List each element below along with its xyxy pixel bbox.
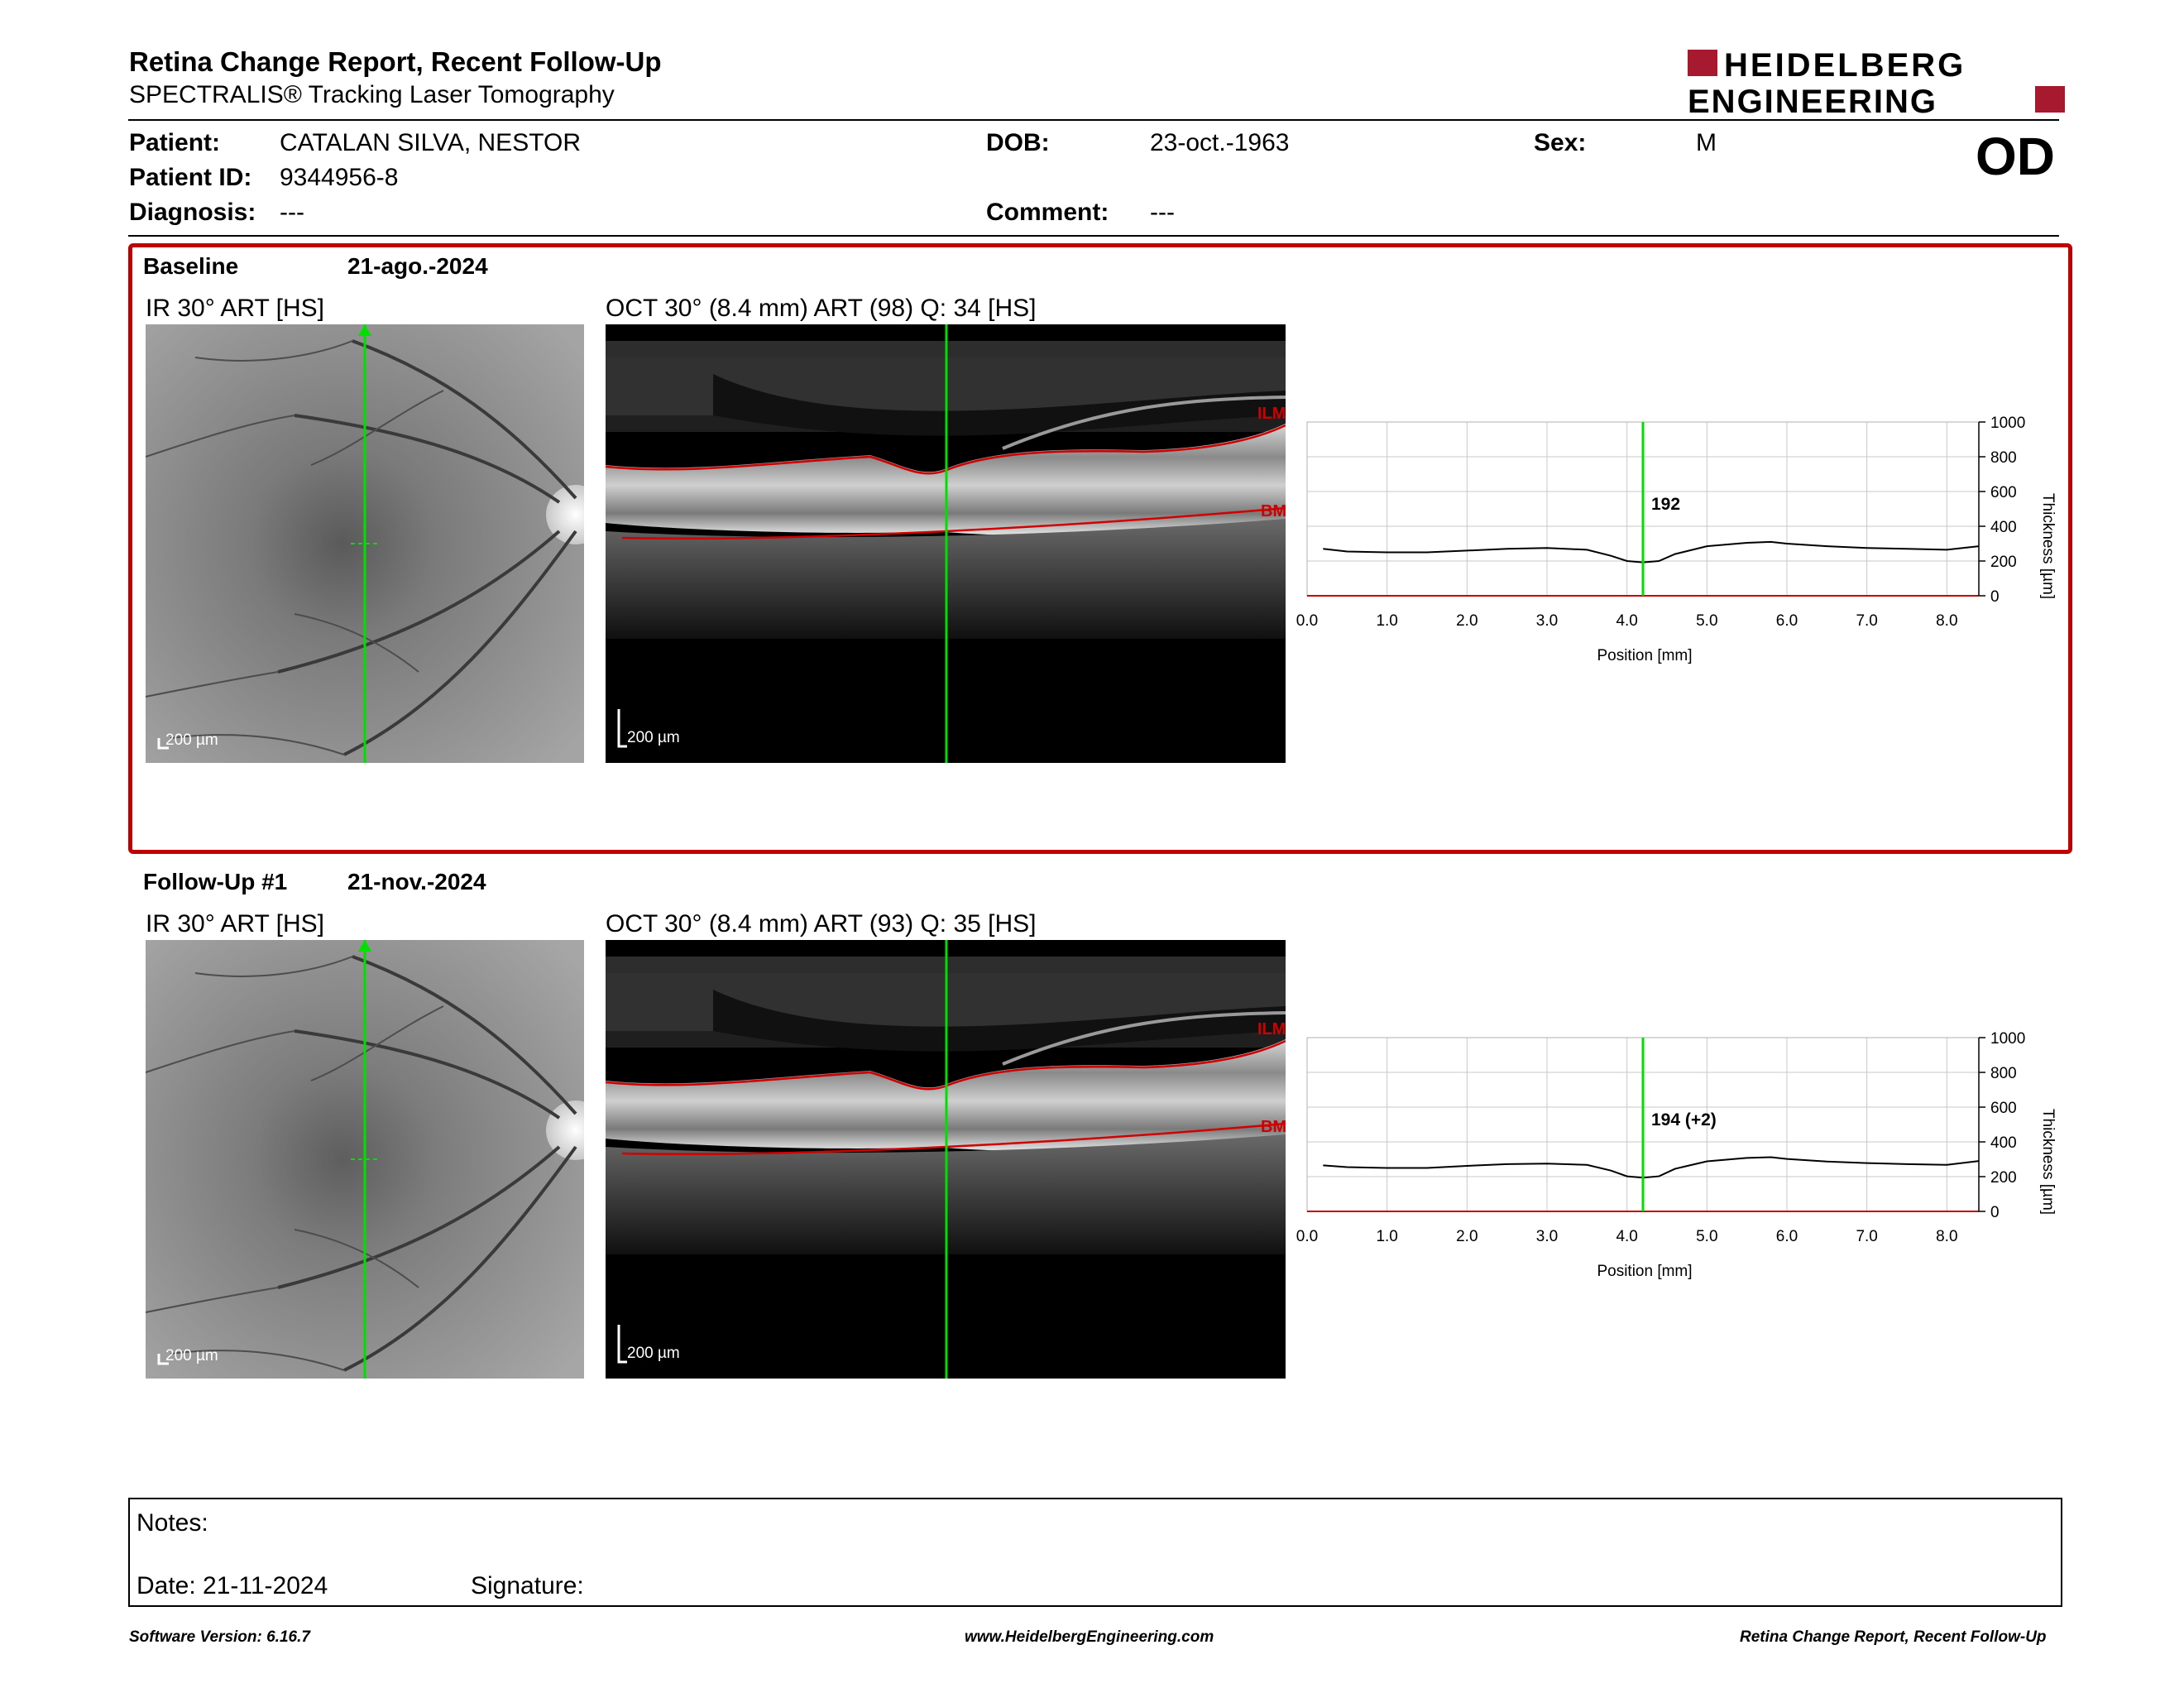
x-tick-label: 0.0 <box>1296 1228 1318 1245</box>
oct-bscan-image[interactable]: ILM BM 200 µm <box>606 940 1286 1379</box>
scale-bar-icon <box>157 738 169 750</box>
bm-segmentation-line <box>621 506 1286 539</box>
x-tick-label: 5.0 <box>1696 612 1717 630</box>
ir-image-title: IR 30° ART [HS] <box>146 910 324 938</box>
exam-date-followup: 21-nov.-2024 <box>347 869 486 894</box>
x-tick-label: 3.0 <box>1536 612 1558 630</box>
oct-image-title: OCT 30° (8.4 mm) ART (98) Q: 34 [HS] <box>606 295 1037 322</box>
x-tick-label: 4.0 <box>1616 1228 1637 1245</box>
x-tick-label: 4.0 <box>1616 612 1637 630</box>
y-tick-label: 1000 <box>1990 1030 2025 1048</box>
x-tick-label: 6.0 <box>1776 1228 1798 1245</box>
notes-box[interactable]: Notes: Date: 21-11-2024 Signature: <box>128 1498 2062 1607</box>
thickness-profile-chart-followup: 0.0 1.0 2.0 3.0 4.0 5.0 6.0 7.0 8.0 0 200 400 600 80… <box>1296 1030 2057 1280</box>
dob-value: 23-oct.-1963 <box>1150 129 1290 156</box>
thickness-profile-line <box>1323 540 1980 563</box>
scale-bar-icon <box>157 1354 169 1365</box>
thickness-profile-chart-baseline: 0.0 1.0 2.0 3.0 4.0 5.0 6.0 7.0 8.0 0 200 400 600 80… <box>1296 415 2057 664</box>
svg-text:ILM: ILM <box>1257 405 1286 423</box>
y-tick-label: 400 <box>1990 1134 2017 1152</box>
exam-label-baseline: Baseline <box>143 253 239 279</box>
svg-text:BM: BM <box>1261 502 1286 520</box>
thickness-marker-label: 192 <box>1651 495 1680 514</box>
x-tick-label: 2.0 <box>1456 612 1478 630</box>
dob-label: DOB: <box>986 129 1050 156</box>
x-tick-label: 7.0 <box>1856 1228 1877 1245</box>
signature-label: Signature: <box>471 1572 584 1599</box>
svg-text:200 µm: 200 µm <box>165 1347 218 1364</box>
comment-value: --- <box>1150 199 1175 226</box>
notes-label: Notes: <box>136 1509 208 1537</box>
svg-text:200 µm: 200 µm <box>627 729 680 746</box>
scan-direction-arrow-icon <box>358 940 371 952</box>
patient-divider <box>128 235 2059 237</box>
x-tick-label: 1.0 <box>1376 1228 1397 1245</box>
report-subtitle: SPECTRALIS® Tracking Laser Tomography <box>129 81 615 108</box>
oct-image-title: OCT 30° (8.4 mm) ART (93) Q: 35 [HS] <box>606 910 1037 938</box>
x-tick-label: 1.0 <box>1376 612 1397 630</box>
report-title: Retina Change Report, Recent Follow-Up <box>129 46 662 77</box>
sex-label: Sex: <box>1534 129 1587 156</box>
y-tick-label: 200 <box>1990 1169 2017 1187</box>
footer-software-version: Software Version: 6.16.7 <box>129 1628 310 1646</box>
ilm-segmentation-line <box>606 1039 1286 1091</box>
svg-text:BM: BM <box>1261 1118 1286 1136</box>
y-tick-label: 200 <box>1990 554 2017 571</box>
oct-bscan-image[interactable]: ILM BM 200 µm <box>606 324 1286 763</box>
sex-value: M <box>1696 129 1717 156</box>
thickness-marker-label: 194 (+2) <box>1651 1110 1717 1129</box>
y-axis-label: Thickness [µm] <box>2039 1109 2057 1215</box>
patient-name-label: Patient: <box>129 129 221 156</box>
y-tick-label: 0 <box>1990 1204 2000 1221</box>
baseline-selected-frame <box>128 243 2072 854</box>
footer-website-link[interactable]: www.HeidelbergEngineering.com <box>965 1628 1214 1646</box>
ilm-segmentation-line <box>606 424 1286 475</box>
svg-text:HEIDELBERG: HEIDELBERG <box>1724 48 1966 84</box>
patient-name: CATALAN SILVA, NESTOR <box>280 129 581 156</box>
x-tick-label: 2.0 <box>1456 1228 1478 1245</box>
heidelberg-logo: HEIDELBERG ENGINEERING <box>1688 48 2065 116</box>
eye-indicator: OD <box>1976 127 2055 186</box>
y-axis-label: Thickness [µm] <box>2039 493 2057 599</box>
svg-text:ILM: ILM <box>1257 1020 1286 1038</box>
x-tick-label: 6.0 <box>1776 612 1798 630</box>
x-axis-label: Position [mm] <box>1597 647 1692 664</box>
patient-id-label: Patient ID: <box>129 164 252 191</box>
y-tick-label: 1000 <box>1990 415 2025 432</box>
ir-image-title: IR 30° ART [HS] <box>146 295 324 322</box>
svg-text:ENGINEERING: ENGINEERING <box>1688 84 1937 116</box>
diagnosis-label: Diagnosis: <box>129 199 256 226</box>
y-tick-label: 0 <box>1990 588 2000 606</box>
y-tick-label: 800 <box>1990 1065 2017 1082</box>
svg-text:200 µm: 200 µm <box>165 731 218 749</box>
x-tick-label: 7.0 <box>1856 612 1877 630</box>
x-tick-label: 8.0 <box>1936 1228 1957 1245</box>
x-axis-label: Position [mm] <box>1597 1263 1692 1280</box>
y-tick-label: 400 <box>1990 519 2017 536</box>
exam-label-followup: Follow-Up #1 <box>143 869 288 894</box>
y-tick-label: 600 <box>1990 484 2017 501</box>
thickness-profile-line <box>1323 1156 1980 1179</box>
y-tick-label: 800 <box>1990 449 2017 467</box>
exam-date-baseline: 21-ago.-2024 <box>347 253 488 279</box>
x-tick-label: 0.0 <box>1296 612 1318 630</box>
header-divider <box>128 119 2059 121</box>
notes-date: Date: 21-11-2024 <box>136 1572 328 1599</box>
bm-segmentation-line <box>621 1122 1286 1155</box>
x-tick-label: 5.0 <box>1696 1228 1717 1245</box>
x-tick-label: 3.0 <box>1536 1228 1558 1245</box>
scan-direction-arrow-icon <box>358 324 371 336</box>
comment-label: Comment: <box>986 199 1109 226</box>
x-tick-label: 8.0 <box>1936 612 1957 630</box>
footer-report-name: Retina Change Report, Recent Follow-Up <box>1740 1628 2047 1646</box>
svg-text:200 µm: 200 µm <box>627 1345 680 1362</box>
ir-fundus-image[interactable]: 200 µm <box>146 324 584 763</box>
diagnosis-value: --- <box>280 199 304 226</box>
y-tick-label: 600 <box>1990 1100 2017 1117</box>
patient-id: 9344956-8 <box>280 164 399 191</box>
ir-fundus-image[interactable]: 200 µm <box>146 940 584 1379</box>
